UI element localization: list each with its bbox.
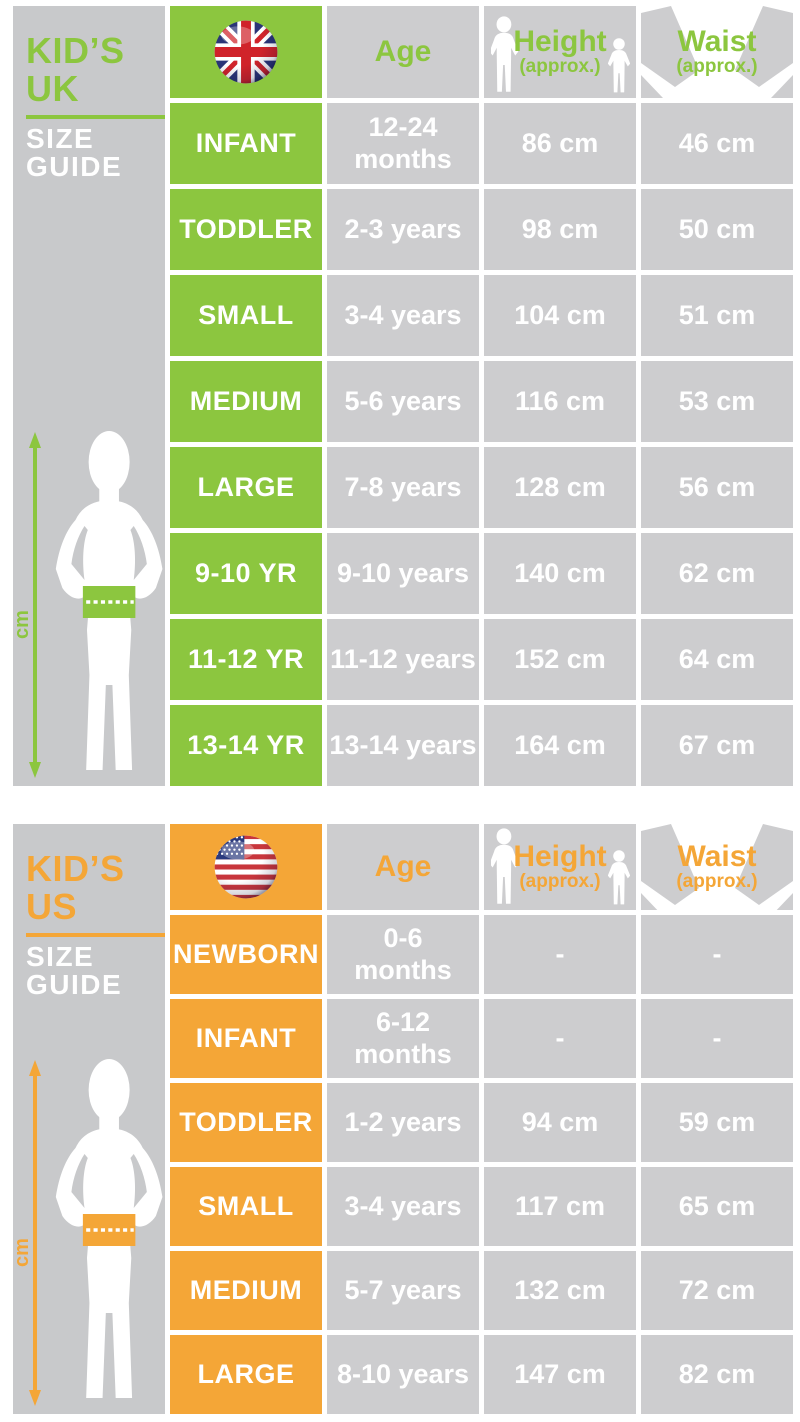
uk-waist-cell: 62 cm <box>641 533 793 614</box>
us-waist-cell: - <box>641 999 793 1078</box>
uk-age-cell: 13-14 years <box>327 705 479 786</box>
us-title: KID’S US SIZE GUIDE <box>13 824 165 999</box>
uk-age-cell: 11-12 years <box>327 619 479 700</box>
us-waist-cell: 82 cm <box>641 1335 793 1414</box>
us-height-header: Height (approx.) <box>484 824 636 910</box>
uk-size-cell: MEDIUM <box>170 361 322 442</box>
uk-size-cell: TODDLER <box>170 189 322 270</box>
us-waist-cell: 59 cm <box>641 1083 793 1162</box>
us-waist-cell: - <box>641 915 793 994</box>
us-height-header-label: Height <box>513 839 607 873</box>
uk-height-cell: 140 cm <box>484 533 636 614</box>
us-size-guide-table: KID’S US SIZE GUIDE cm <box>13 824 793 1414</box>
uk-height-cell: 128 cm <box>484 447 636 528</box>
uk-height-header: Height (approx.) <box>484 6 636 98</box>
uk-sidebar: KID’S UK SIZE GUIDE cm <box>13 6 165 786</box>
short-person-icon <box>608 850 630 905</box>
uk-size-cell: 13-14 YR <box>170 705 322 786</box>
uk-height-cell: 98 cm <box>484 189 636 270</box>
uk-height-cell: 86 cm <box>484 103 636 184</box>
us-height-cell: - <box>484 915 636 994</box>
us-title-line2: SIZE GUIDE <box>26 940 123 1000</box>
uk-height-cell: 164 cm <box>484 705 636 786</box>
uk-flag-icon <box>214 20 278 84</box>
uk-waist-header: Waist (approx.) <box>641 6 793 98</box>
uk-size-guide-table: KID’S UK SIZE GUIDE cm <box>13 6 793 786</box>
uk-title-underline <box>26 114 165 119</box>
us-waist-header-label: Waist <box>677 839 757 873</box>
uk-title-line1: KID’S UK <box>26 30 125 109</box>
uk-height-header-label: Height <box>513 24 607 58</box>
uk-height-header-sub: (approx.) <box>519 56 601 78</box>
us-age-cell: 6-12 months <box>327 999 479 1078</box>
us-height-cell: 117 cm <box>484 1167 636 1246</box>
us-size-cell: MEDIUM <box>170 1251 322 1330</box>
us-title-underline <box>26 932 165 937</box>
us-waist-cell: 72 cm <box>641 1251 793 1330</box>
us-waist-cell: 65 cm <box>641 1167 793 1246</box>
uk-waist-cell: 46 cm <box>641 103 793 184</box>
us-size-cell: SMALL <box>170 1167 322 1246</box>
us-size-cell: LARGE <box>170 1335 322 1414</box>
uk-waist-header-label: Waist <box>677 24 757 58</box>
uk-age-cell: 5-6 years <box>327 361 479 442</box>
us-age-cell: 5-7 years <box>327 1251 479 1330</box>
uk-waist-cell: 56 cm <box>641 447 793 528</box>
short-person-icon <box>608 38 630 93</box>
uk-height-cell: 104 cm <box>484 275 636 356</box>
uk-waist-cell: 64 cm <box>641 619 793 700</box>
uk-waist-cell: 53 cm <box>641 361 793 442</box>
uk-age-cell: 12-24 months <box>327 103 479 184</box>
uk-age-cell: 9-10 years <box>327 533 479 614</box>
us-size-cell: INFANT <box>170 999 322 1078</box>
us-age-cell: 8-10 years <box>327 1335 479 1414</box>
us-height-cell: - <box>484 999 636 1078</box>
uk-size-cell: LARGE <box>170 447 322 528</box>
us-height-cell: 94 cm <box>484 1083 636 1162</box>
uk-waist-cell: 50 cm <box>641 189 793 270</box>
us-flag-icon <box>214 835 278 899</box>
uk-height-cell: 116 cm <box>484 361 636 442</box>
uk-size-cell: 11-12 YR <box>170 619 322 700</box>
us-age-header-label: Age <box>374 849 432 883</box>
us-flag-header-cell <box>170 824 322 910</box>
uk-size-cell: INFANT <box>170 103 322 184</box>
uk-waist-header-sub: (approx.) <box>676 56 758 78</box>
us-age-cell: 1-2 years <box>327 1083 479 1162</box>
uk-size-cell: SMALL <box>170 275 322 356</box>
us-height-header-sub: (approx.) <box>519 871 601 893</box>
uk-age-cell: 3-4 years <box>327 275 479 356</box>
us-height-cell: 147 cm <box>484 1335 636 1414</box>
boy-silhouette-icon: cm <box>13 429 165 780</box>
us-unit-label: cm <box>13 1238 33 1267</box>
us-waist-header: Waist (approx.) <box>641 824 793 910</box>
us-sidebar: KID’S US SIZE GUIDE cm <box>13 824 165 1414</box>
uk-age-cell: 2-3 years <box>327 189 479 270</box>
uk-age-cell: 7-8 years <box>327 447 479 528</box>
us-title-line1: KID’S US <box>26 848 125 927</box>
uk-title: KID’S UK SIZE GUIDE <box>13 6 165 181</box>
us-age-cell: 3-4 years <box>327 1167 479 1246</box>
uk-size-cell: 9-10 YR <box>170 533 322 614</box>
uk-height-cell: 152 cm <box>484 619 636 700</box>
uk-waist-cell: 51 cm <box>641 275 793 356</box>
boy-silhouette-icon: cm <box>13 1057 165 1408</box>
us-size-cell: TODDLER <box>170 1083 322 1162</box>
uk-title-line2: SIZE GUIDE <box>26 122 123 182</box>
uk-unit-label: cm <box>13 610 33 639</box>
us-height-figure: cm <box>13 1052 165 1414</box>
uk-age-header: Age <box>327 6 479 98</box>
us-waist-header-sub: (approx.) <box>676 871 758 893</box>
uk-height-figure: cm <box>13 424 165 786</box>
us-age-header: Age <box>327 824 479 910</box>
us-height-cell: 132 cm <box>484 1251 636 1330</box>
us-size-cell: NEWBORN <box>170 915 322 994</box>
uk-age-header-label: Age <box>374 34 432 68</box>
uk-flag-header-cell <box>170 6 322 98</box>
uk-waist-cell: 67 cm <box>641 705 793 786</box>
us-age-cell: 0-6 months <box>327 915 479 994</box>
